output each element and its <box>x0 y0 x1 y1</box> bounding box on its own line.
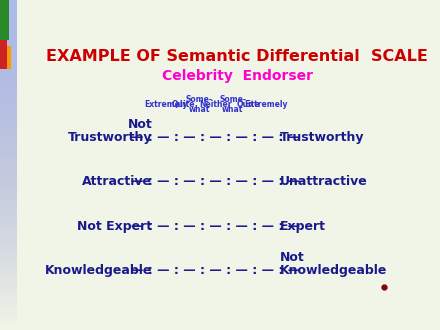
Text: Some-
what: Some- what <box>186 95 213 114</box>
Text: Not: Not <box>280 251 305 264</box>
Text: Unattractive: Unattractive <box>280 176 368 188</box>
Text: — : — : — : — : — : — : —: — : — : — : — : — : — : — <box>132 264 301 277</box>
Text: — : — : — : — : — : — : —: — : — : — : — : — : — : — <box>132 131 301 144</box>
Text: Attractive: Attractive <box>82 176 152 188</box>
Text: Expert: Expert <box>280 220 326 233</box>
Text: Neither: Neither <box>200 100 232 109</box>
Text: Knowledgeable: Knowledgeable <box>45 264 152 277</box>
Text: Trustworthy: Trustworthy <box>68 131 152 144</box>
Text: Knowledgeable: Knowledgeable <box>280 264 388 277</box>
FancyBboxPatch shape <box>7 46 11 69</box>
Text: Quite: Quite <box>171 100 194 109</box>
Text: Extremely: Extremely <box>144 100 187 109</box>
FancyBboxPatch shape <box>0 40 7 69</box>
Text: EXAMPLE OF Semantic Differential  SCALE: EXAMPLE OF Semantic Differential SCALE <box>47 49 429 64</box>
Text: Not Expert: Not Expert <box>77 220 152 233</box>
Text: Celebrity  Endorser: Celebrity Endorser <box>162 69 313 83</box>
Text: Quite: Quite <box>237 100 260 109</box>
Text: — : — : — : — : — : — : —: — : — : — : — : — : — : — <box>132 176 301 188</box>
Text: Extremely: Extremely <box>244 100 287 109</box>
Text: Trustworthy: Trustworthy <box>280 131 365 144</box>
Text: Not: Not <box>128 118 152 131</box>
Text: — : — : — : — : — : — : —: — : — : — : — : — : — : — <box>132 220 301 233</box>
Text: Some-
what: Some- what <box>219 95 246 114</box>
FancyBboxPatch shape <box>0 0 9 40</box>
